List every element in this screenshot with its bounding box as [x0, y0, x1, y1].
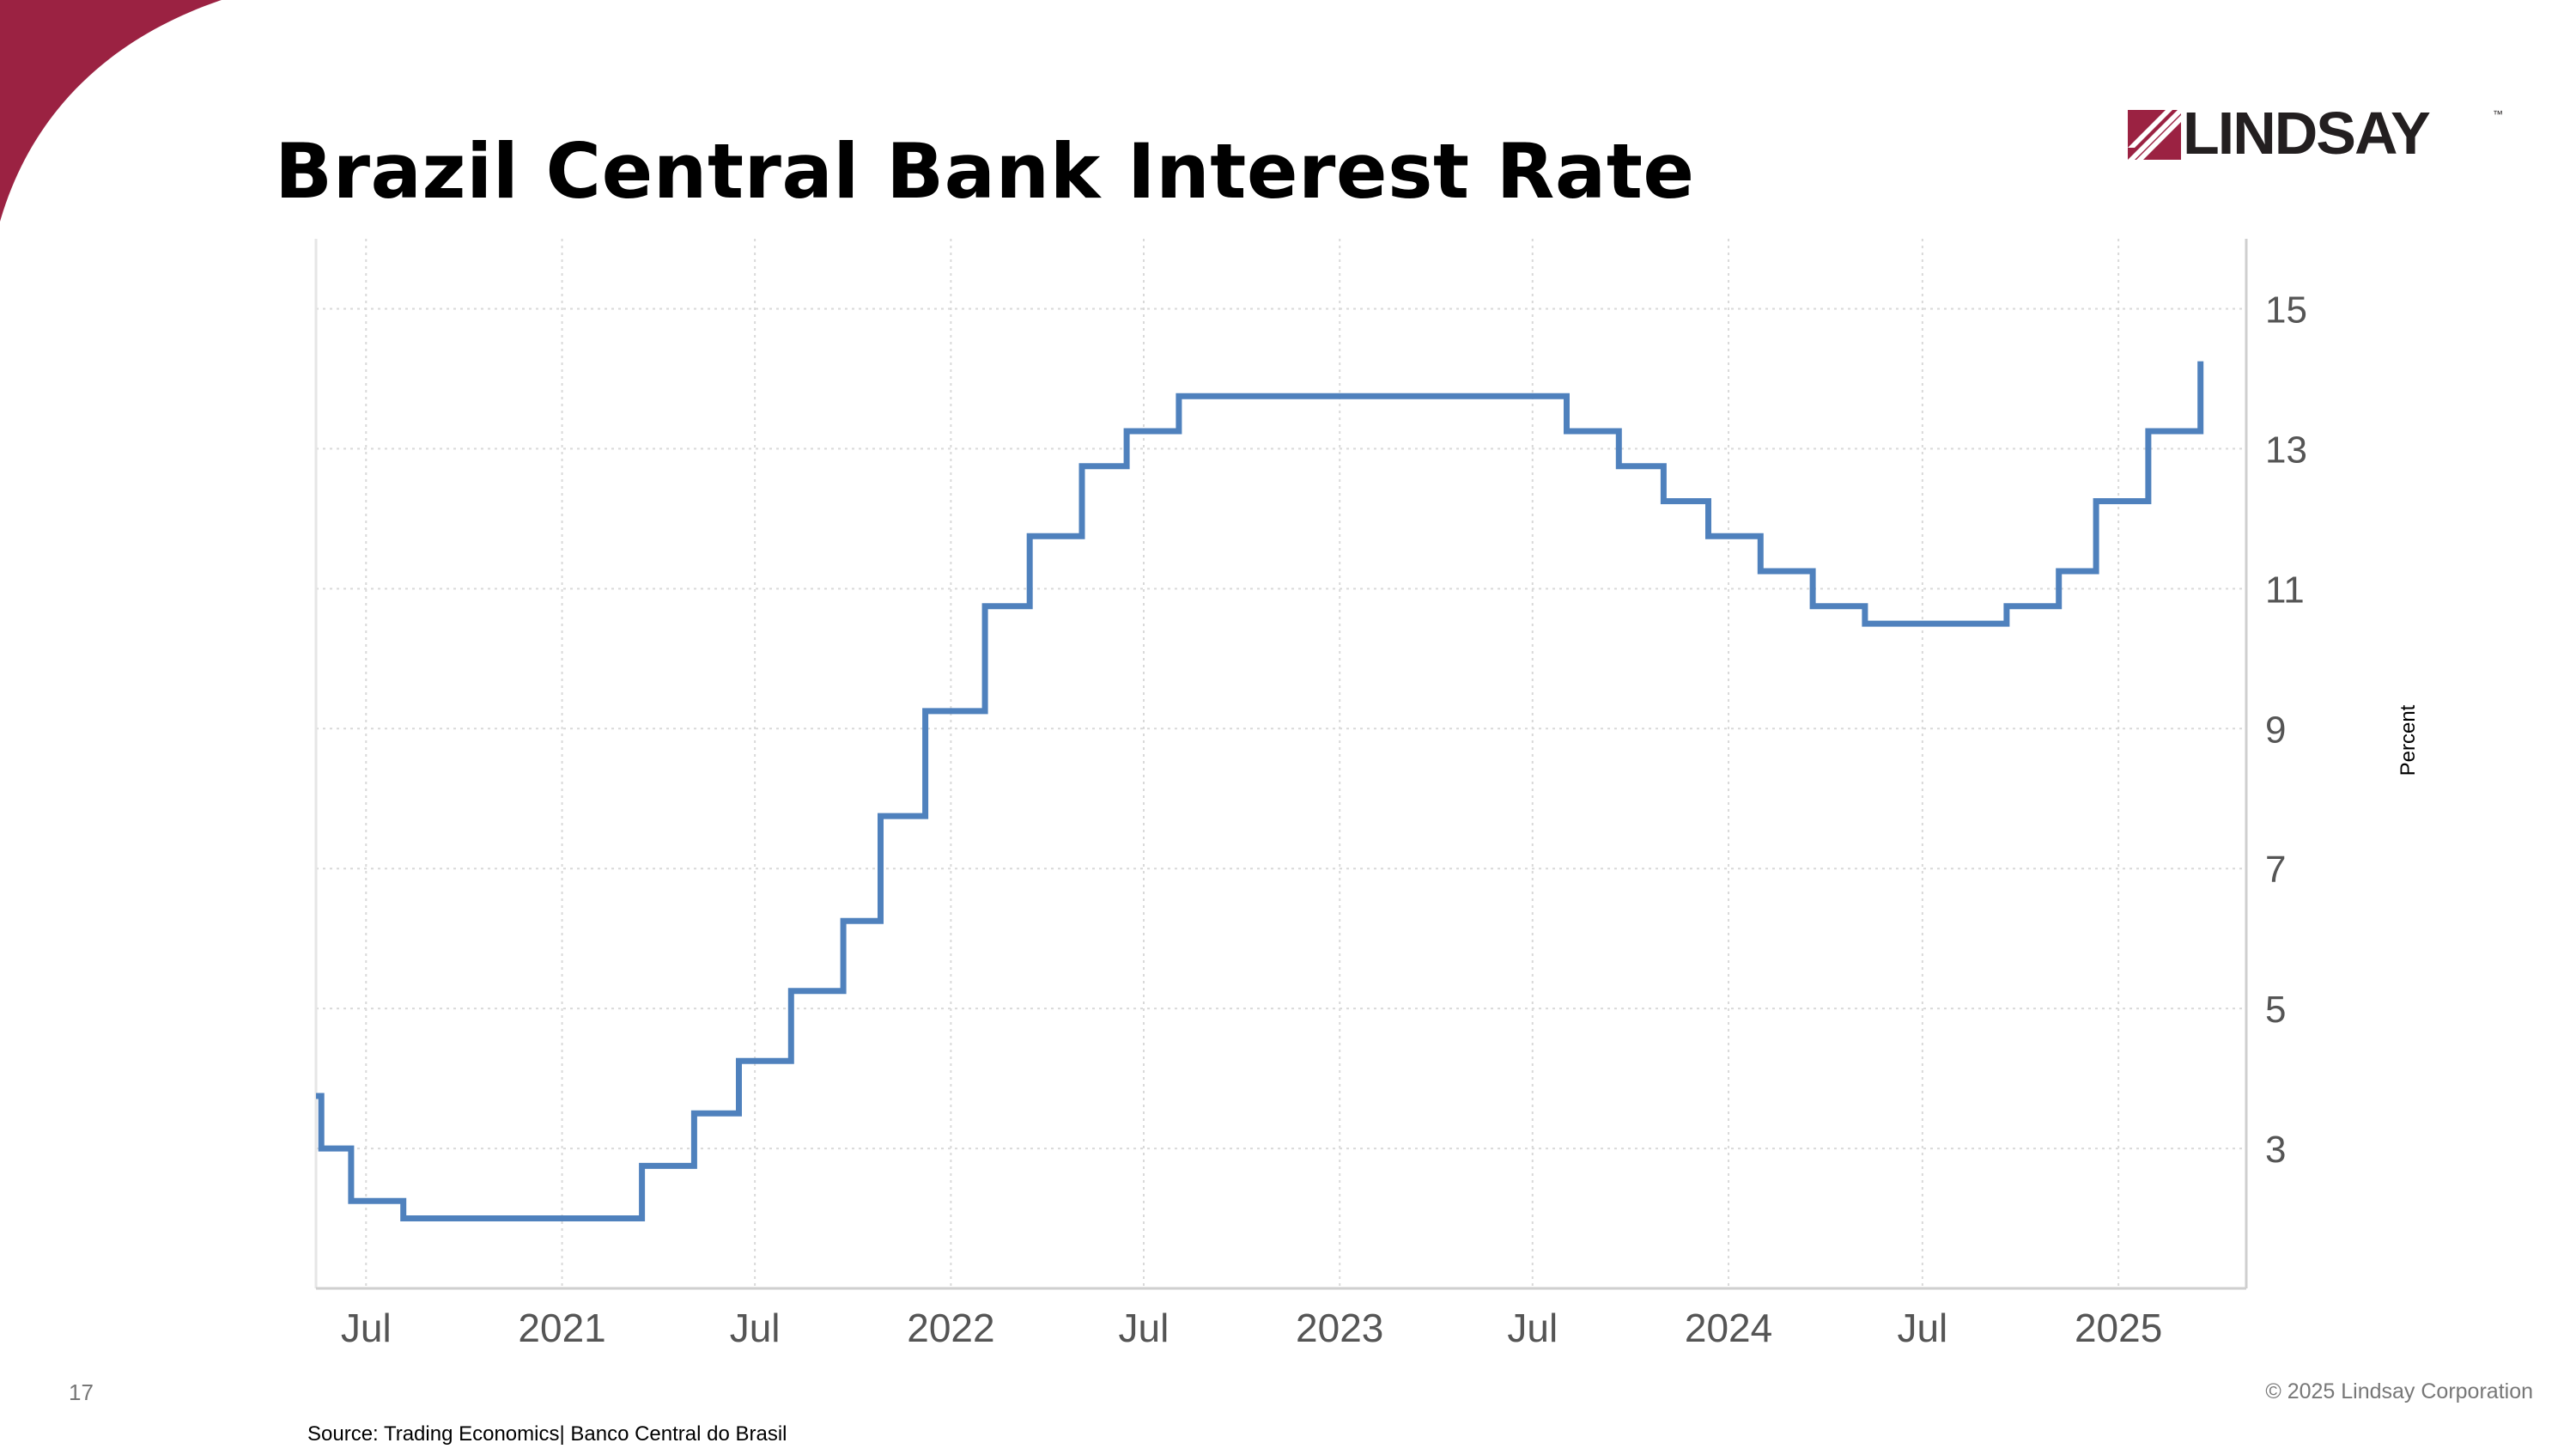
chart-axes [314, 239, 2248, 1290]
y-tick-label: 5 [2265, 989, 2286, 1031]
y-tick-label: 13 [2265, 429, 2307, 471]
chart-gridlines [316, 239, 2246, 1288]
y-axis-title: Percent [2397, 704, 2420, 776]
x-tick-label: 2022 [907, 1306, 994, 1350]
x-tick-label: 2025 [2075, 1306, 2162, 1350]
slide-title: Brazil Central Bank Interest Rate [275, 127, 1695, 216]
series-line [316, 361, 2204, 1221]
y-tick-label: 9 [2265, 709, 2286, 751]
y-tick-label: 15 [2265, 289, 2307, 331]
chart-labels: 3 5 7 9 11 13 15 Jul 2021 Jul 2022 Jul 2023 Jul 2024 Ju… [341, 289, 2420, 1350]
x-tick-label: 2023 [1296, 1306, 1383, 1350]
interest-rate-chart: 3 5 7 9 11 13 15 Jul 2021 Jul 2022 Jul 2023 Jul 2024 Ju… [314, 239, 2420, 1350]
corner-accent-shape [0, 0, 222, 222]
x-tick-label: 2021 [518, 1306, 605, 1350]
y-tick-label: 11 [2265, 569, 2305, 611]
x-tick-label: Jul [1119, 1306, 1170, 1350]
x-tick-label: Jul [730, 1306, 781, 1350]
logo-trademark: ™ [2493, 108, 2503, 120]
logo-wordmark: LINDSAY [2183, 100, 2431, 167]
page-number: 17 [69, 1379, 94, 1405]
copyright-notice: © 2025 Lindsay Corporation [2265, 1379, 2533, 1403]
logo-mark-icon [2128, 110, 2181, 160]
x-tick-label: Jul [1897, 1306, 1947, 1350]
y-tick-label: 7 [2265, 849, 2286, 891]
source-note: Source: Trading Economics| Banco Central… [307, 1422, 787, 1446]
chart-series [316, 361, 2204, 1221]
x-tick-label: 2024 [1685, 1306, 1772, 1350]
x-tick-label: Jul [341, 1306, 392, 1350]
x-tick-label: Jul [1507, 1306, 1558, 1350]
company-logo: LINDSAY ™ [2128, 103, 2506, 163]
y-tick-label: 3 [2265, 1129, 2286, 1171]
